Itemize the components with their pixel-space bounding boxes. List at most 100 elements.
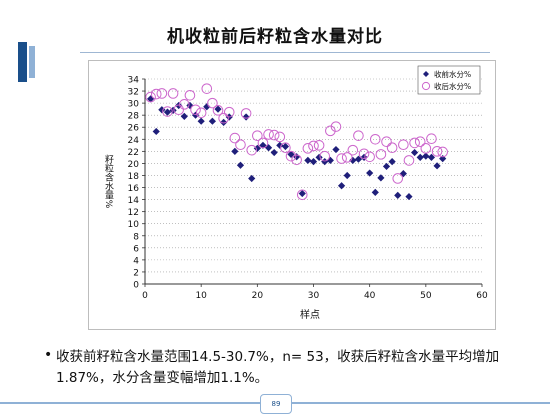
x-tick-label: 10 (195, 291, 207, 301)
data-point-post-harvest (358, 148, 370, 160)
y-tick-label: 12 (128, 208, 139, 218)
data-point-post-harvest (223, 106, 235, 118)
title-underline (80, 52, 490, 53)
data-point-post-harvest (437, 146, 448, 158)
data-point-pre-harvest (264, 144, 273, 152)
data-point-post-harvest (302, 143, 314, 154)
data-point-pre-harvest (354, 155, 363, 163)
data-point-post-harvest (325, 125, 336, 137)
data-point-pre-harvest (427, 153, 436, 161)
chart-frame (88, 60, 496, 330)
y-tick-label: 34 (128, 76, 140, 86)
y-tick-label: 6 (133, 244, 139, 254)
data-point-post-harvest (313, 140, 325, 151)
bullet-text: 收获前籽粒含水量范围14.5-30.7%，n= 53，收获后籽粒含水量平均增加1… (56, 349, 500, 386)
y-tick-label: 8 (133, 232, 139, 242)
bullet-marker: • (44, 347, 53, 363)
data-point-pre-harvest (377, 174, 385, 182)
data-point-post-harvest (156, 88, 168, 99)
data-point-post-harvest (201, 83, 213, 94)
y-axis-label: 籽粒含水量% (103, 154, 114, 209)
data-point-post-harvest (420, 143, 432, 154)
data-point-pre-harvest (433, 162, 441, 170)
legend: 收前水分% 收后水分% (417, 65, 481, 95)
data-point-pre-harvest (293, 153, 301, 161)
data-point-pre-harvest (276, 141, 284, 149)
y-tick-label: 24 (128, 136, 140, 146)
data-point-post-harvest (257, 137, 269, 149)
y-tick-label: 26 (128, 124, 140, 134)
data-point-post-harvest (274, 131, 286, 143)
data-point-post-harvest (291, 154, 302, 166)
data-point-pre-harvest (242, 113, 250, 121)
data-point-pre-harvest (332, 145, 340, 154)
decorative-bar (18, 42, 27, 82)
data-point-post-harvest (207, 97, 218, 109)
data-point-post-harvest (184, 89, 196, 101)
legend-label: 收后水分% (434, 81, 471, 91)
data-point-post-harvest (347, 144, 359, 156)
data-point-post-harvest (341, 152, 353, 163)
data-point-pre-harvest (411, 148, 419, 157)
series-layer (145, 83, 448, 201)
slide-title: 机收粒前后籽粒含水量对比 (167, 27, 383, 47)
y-tick-label: 0 (133, 281, 139, 291)
data-point-post-harvest (364, 151, 375, 163)
data-point-pre-harvest (163, 108, 172, 116)
data-point-post-harvest (235, 139, 246, 151)
data-point-pre-harvest (152, 127, 160, 136)
y-tick-label: 22 (128, 148, 139, 158)
x-tick-label: 40 (364, 291, 376, 301)
data-point-post-harvest (252, 130, 263, 141)
data-point-pre-harvest (337, 182, 346, 190)
data-point-pre-harvest (220, 118, 228, 127)
data-point-post-harvest (263, 129, 274, 140)
data-point-post-harvest (296, 189, 308, 201)
data-point-post-harvest (229, 132, 241, 144)
x-tick-label: 50 (420, 291, 432, 301)
data-point-pre-harvest (349, 156, 357, 164)
y-tick-label: 16 (128, 184, 140, 194)
data-point-pre-harvest (281, 142, 290, 151)
data-point-pre-harvest (371, 188, 379, 196)
data-point-pre-harvest (399, 170, 407, 178)
data-point-post-harvest (353, 130, 364, 141)
data-point-post-harvest (212, 105, 224, 116)
y-tick-label: 18 (128, 172, 140, 182)
data-point-post-harvest (195, 107, 207, 119)
legend-label: 收前水分% (434, 69, 471, 79)
data-point-post-harvest (336, 153, 347, 164)
y-tick-label: 30 (128, 100, 140, 110)
data-point-pre-harvest (321, 158, 329, 166)
data-point-pre-harvest (191, 111, 200, 119)
data-point-post-harvest (240, 108, 252, 119)
y-tick-label: 14 (128, 196, 140, 206)
x-tick-label: 30 (308, 291, 320, 301)
data-point-pre-harvest (405, 192, 413, 201)
y-tick-label: 2 (133, 268, 139, 278)
data-point-post-harvest (330, 121, 342, 132)
data-point-pre-harvest (360, 153, 368, 161)
data-point-pre-harvest (248, 174, 256, 183)
data-point-pre-harvest (309, 158, 318, 166)
data-point-pre-harvest (382, 162, 391, 171)
y-tick-label: 10 (128, 220, 140, 230)
data-point-pre-harvest (422, 152, 430, 160)
data-point-post-harvest (386, 142, 398, 154)
data-point-pre-harvest (388, 158, 396, 166)
data-point-pre-harvest (304, 156, 312, 164)
y-tick-label: 32 (128, 88, 139, 98)
data-point-pre-harvest (236, 161, 245, 169)
data-point-post-harvest (398, 139, 409, 151)
data-point-post-harvest (369, 133, 381, 145)
data-point-pre-harvest (366, 169, 374, 177)
data-point-pre-harvest (416, 153, 424, 161)
x-axis-label: 样点 (300, 308, 320, 321)
y-tick-label: 20 (128, 160, 140, 170)
data-point-post-harvest (308, 140, 319, 152)
data-point-pre-harvest (343, 171, 351, 180)
y-tick-label: 28 (128, 112, 140, 122)
